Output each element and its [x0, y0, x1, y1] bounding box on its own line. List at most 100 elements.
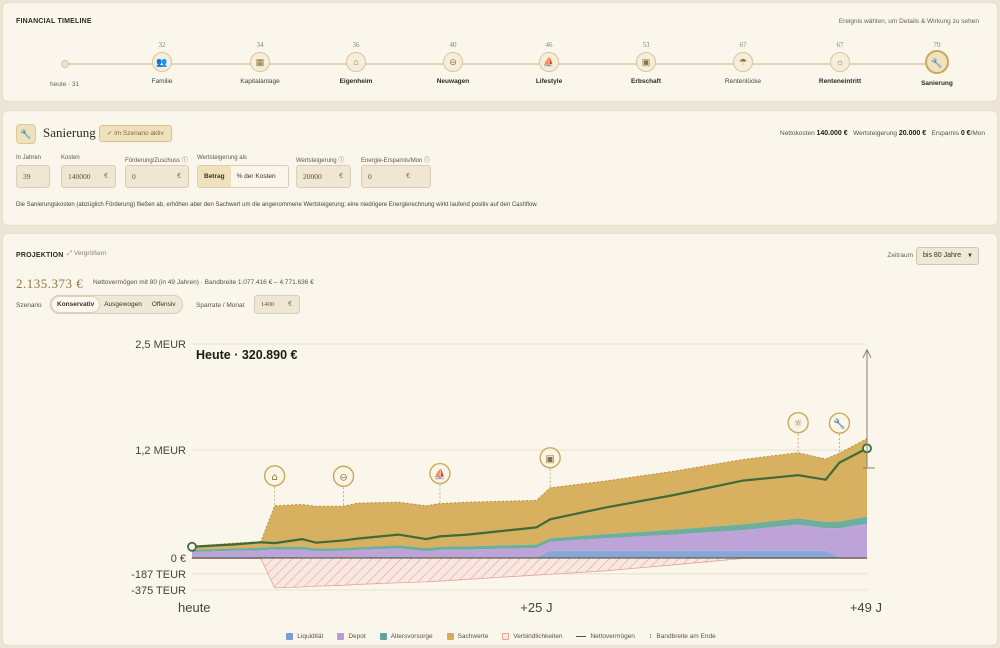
kosten-label: Kosten [61, 155, 80, 161]
series-area-liquidität [192, 550, 867, 558]
band-icon: ↕ [648, 633, 653, 640]
legend-item[interactable]: ↕ Bandbreite am Ende [649, 633, 716, 640]
event-note: Die Sanierungskosten (abzüglich Förderun… [16, 202, 538, 208]
today-annotation: Heute · 320.890 € [196, 348, 297, 362]
foerderung-unit: € [177, 173, 181, 180]
umbrella-icon[interactable]: ☂ [733, 52, 753, 72]
net-worth-start-point [187, 541, 197, 552]
series-area-sachwerte [192, 438, 867, 550]
field-kosten: Kosten 140000 € [61, 155, 116, 188]
option-prozent-kosten[interactable]: % der Kosten [236, 173, 276, 180]
scenario-ausgewogen[interactable]: Ausgewogen [104, 301, 142, 308]
wertsteigerung-label: Wertsteigerung [853, 130, 898, 137]
timeline-event-erbschaft[interactable]: 53 ▣ Erbschaft [606, 41, 686, 85]
foerderung-input[interactable]: 0 € [125, 165, 189, 188]
timeline-event-sanierung[interactable]: 70 🔧 Sanierung [897, 41, 977, 87]
sun-icon: ☼ [794, 419, 803, 430]
legend-label: Liquidität [297, 633, 324, 640]
sachwerte-outline [191, 438, 868, 547]
legend-item[interactable]: Altersvorsorge [379, 633, 433, 640]
legend-label: Verbindlichkeiten [513, 633, 563, 640]
house-icon: ⌂ [271, 472, 277, 483]
legend-item[interactable]: Depot [337, 633, 366, 640]
energie-unit: € [406, 173, 410, 180]
event-label: Familie [151, 78, 173, 85]
event-age: 70 [933, 41, 941, 49]
ersparnis-label: Ersparnis [931, 130, 959, 137]
field-wertsteigerung-als: Wertsteigerung als Betrag % der Kosten [197, 155, 289, 188]
legend-item[interactable]: Nettovermögen [576, 633, 635, 640]
event-title: Sanierung [43, 125, 96, 140]
y-tick-label: 2,5 MEUR [135, 339, 186, 351]
color-swatch [379, 633, 387, 640]
timeline-event-renteneintritt[interactable]: 67 ☼ Renteneintritt [800, 41, 880, 85]
ersparnis-value: 0 € [960, 130, 971, 137]
in-jahren-value: 39 [23, 172, 31, 181]
x-tick-label: +49 J [850, 600, 882, 615]
series-area-depot [192, 523, 867, 558]
expand-button[interactable]: ⤢ Vergrößern [67, 250, 107, 257]
event-age: 67 [739, 41, 747, 49]
sailboat-icon[interactable]: ⛵ [539, 52, 559, 72]
house-icon[interactable]: ⌂ [346, 52, 366, 72]
legend-item[interactable]: Liquidität [286, 633, 323, 640]
building-icon[interactable]: ▦ [250, 52, 270, 72]
event-label: Sanierung [921, 80, 953, 87]
option-betrag[interactable]: Betrag [198, 166, 231, 187]
scenario-konservativ[interactable]: Konservativ [52, 297, 100, 312]
kosten-input[interactable]: 140000 € [61, 165, 116, 188]
timeline-event-neuwagen[interactable]: 40 ⊖ Neuwagen [413, 41, 493, 85]
sparrate-label: Sparrate / Monat [196, 302, 245, 309]
kosten-value: 140000 [68, 172, 91, 181]
event-label: Kapitalanlage [240, 78, 280, 85]
legend-item[interactable]: Sachwerte [446, 633, 488, 640]
timeline-event-eigenheim[interactable]: 36 ⌂ Eigenheim [316, 41, 396, 85]
today-label: heute · 31 [50, 81, 80, 88]
sun-icon[interactable]: ☼ [830, 52, 850, 72]
wrench-icon[interactable]: 🔧 [925, 50, 949, 74]
scenario-active-badge[interactable]: ✓ im Szenario aktiv [99, 125, 172, 142]
event-label: Erbschaft [631, 78, 661, 85]
gift-icon[interactable]: ▣ [636, 52, 656, 72]
energie-input[interactable]: 0 € [361, 165, 431, 188]
family-icon[interactable]: 👥 [152, 52, 172, 72]
wertsteigerung-als-toggle[interactable]: Betrag % der Kosten [197, 165, 289, 188]
sparrate-unit: € [288, 301, 292, 308]
timeline-event-rentenlücke[interactable]: 67 ☂ Rentenlücke [703, 41, 783, 85]
net-worth-value: 2.135.373 € [16, 276, 84, 291]
wertsteigerung-input[interactable]: 20000 € [296, 165, 351, 188]
sparrate-input[interactable]: 1400 € [254, 295, 300, 314]
projection-chart: 2,5 MEUR 1,2 MEUR 0 € -187 TEUR -375 TEUR ⌂ ⊖ ⛵… [131, 339, 882, 615]
legend-label: Nettovermögen [590, 633, 635, 640]
range-select[interactable]: bis 80 Jahre ▼ [916, 247, 979, 265]
wertsteigerung-input-value: 20000 [303, 172, 322, 181]
y-tick-label: -375 TEUR [131, 585, 186, 597]
event-label: Renteneintritt [818, 78, 862, 85]
sailboat-icon: ⛵ [434, 468, 446, 481]
event-age: 36 [352, 41, 360, 49]
y-tick-label: 1,2 MEUR [135, 445, 186, 457]
car-icon[interactable]: ⊖ [443, 52, 463, 72]
series-area-verbindlichkeiten [191, 557, 868, 589]
color-swatch [446, 633, 454, 640]
x-tick-label: +25 J [520, 600, 552, 615]
field-in-jahren: In Jahren 39 [16, 155, 50, 188]
legend-item[interactable]: Verbindlichkeiten [502, 633, 562, 640]
timeline-event-kapitalanlage[interactable]: 34 ▦ Kapitalanlage [220, 41, 300, 85]
timeline-event-lifestyle[interactable]: 46 ⛵ Lifestyle [509, 41, 589, 85]
wertsteigerung-field-label: Wertsteigerung ⓘ [296, 158, 345, 164]
range-value: bis 80 Jahre [923, 252, 962, 259]
scenario-offensiv[interactable]: Offensiv [151, 301, 176, 308]
timeline-event-familie[interactable]: 32 👥 Familie [122, 41, 202, 85]
chevron-down-icon: ▼ [967, 253, 973, 259]
in-jahren-input[interactable]: 39 [16, 165, 50, 188]
scenario-toggle[interactable]: Konservativ Ausgewogen Offensiv [50, 295, 183, 314]
wertsteigerung-als-label: Wertsteigerung als [197, 155, 247, 161]
marker-circle [263, 465, 286, 487]
x-tick-label: heute [178, 600, 211, 615]
kosten-unit: € [104, 173, 108, 180]
marker-circle [429, 462, 451, 485]
event-label: Lifestyle [535, 78, 563, 85]
event-label: Rentenlücke [724, 78, 762, 85]
marker-circle [539, 447, 561, 469]
